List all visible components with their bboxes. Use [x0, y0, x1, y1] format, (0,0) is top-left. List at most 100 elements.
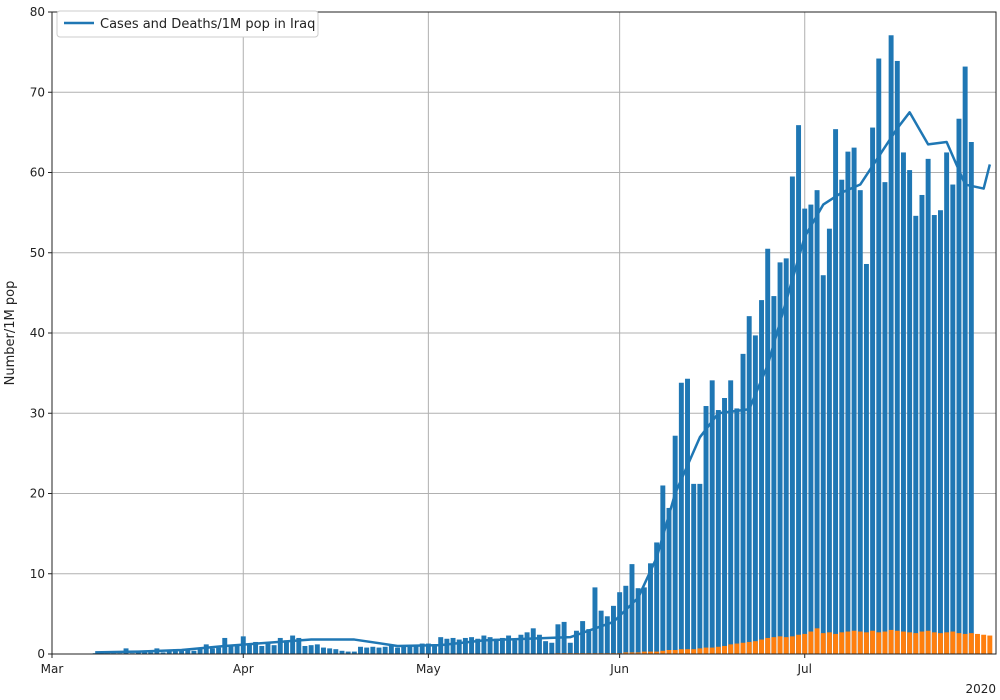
- bar-cases: [234, 644, 240, 654]
- bar-deaths: [857, 631, 863, 654]
- y-tick-label: 0: [37, 647, 45, 661]
- legend-label: Cases and Deaths/1M pop in Iraq: [100, 17, 315, 32]
- bar-cases: [604, 616, 610, 654]
- bar-cases: [345, 651, 351, 654]
- bar-deaths: [870, 630, 876, 654]
- bar-cases: [808, 204, 814, 654]
- bar-deaths: [734, 643, 740, 654]
- bar-cases: [506, 635, 512, 654]
- bar-cases: [592, 587, 598, 654]
- bar-cases: [425, 643, 431, 654]
- bar-cases: [469, 637, 475, 654]
- bar-cases: [888, 35, 894, 654]
- bar-deaths: [956, 633, 962, 654]
- bar-deaths: [919, 631, 925, 654]
- bar-cases: [685, 378, 690, 654]
- bar-cases: [814, 190, 820, 654]
- bar-cases: [746, 316, 752, 654]
- bar-deaths: [641, 651, 647, 654]
- bar-deaths: [925, 630, 931, 654]
- bar-deaths: [894, 630, 900, 654]
- bar-cases: [826, 228, 832, 654]
- bar-deaths: [623, 652, 629, 654]
- bar-cases: [191, 650, 197, 654]
- bar-cases: [358, 646, 363, 654]
- bar-cases: [691, 483, 697, 654]
- bar-cases: [611, 605, 616, 654]
- bar-cases: [148, 652, 154, 654]
- bar-deaths: [746, 641, 752, 654]
- bar-deaths: [703, 647, 709, 654]
- bar-cases: [296, 637, 302, 654]
- bar-deaths: [771, 637, 777, 654]
- bar-deaths: [987, 635, 993, 654]
- bar-deaths: [845, 631, 851, 654]
- bar-cases: [419, 643, 425, 654]
- bar-deaths: [789, 636, 795, 654]
- bar-cases: [851, 147, 857, 654]
- bar-deaths: [826, 632, 832, 654]
- bar-deaths: [913, 633, 919, 654]
- bar-deaths: [814, 628, 820, 654]
- bar-cases: [635, 588, 641, 654]
- bar-cases: [456, 639, 462, 654]
- bar-cases: [135, 652, 141, 654]
- bar-cases: [629, 564, 635, 654]
- bar-deaths: [654, 651, 660, 654]
- bar-cases: [228, 645, 234, 654]
- bar-deaths: [833, 633, 839, 654]
- bar-cases: [845, 151, 851, 654]
- bar-deaths: [802, 633, 808, 654]
- bar-cases: [185, 649, 191, 654]
- bar-cases: [321, 647, 326, 654]
- bar-cases: [931, 215, 937, 654]
- bar-cases: [395, 647, 400, 654]
- y-axis-label: Number/1M pop: [3, 281, 18, 386]
- bar-deaths: [685, 649, 690, 654]
- bar-deaths: [629, 652, 635, 654]
- x-tick-label: Jul: [796, 662, 811, 676]
- bar-cases: [703, 406, 709, 654]
- bar-deaths: [740, 642, 746, 654]
- bar-cases: [179, 650, 185, 654]
- bar-cases: [493, 638, 499, 654]
- bar-cases: [598, 610, 604, 654]
- y-tick-label: 60: [30, 166, 45, 180]
- bar-cases: [265, 643, 271, 654]
- bar-cases: [203, 644, 209, 654]
- bar-cases: [160, 652, 166, 654]
- bar-deaths: [851, 630, 857, 654]
- bar-deaths: [900, 631, 906, 654]
- bar-cases: [259, 645, 265, 654]
- bar-cases: [660, 485, 666, 654]
- bar-cases: [654, 542, 660, 654]
- bar-cases: [641, 587, 647, 654]
- line-series: [95, 111, 992, 654]
- bar-deaths: [691, 649, 697, 654]
- bar-deaths: [950, 631, 956, 654]
- bar-cases: [938, 210, 943, 654]
- bar-cases: [549, 642, 555, 654]
- bar-cases: [536, 634, 542, 654]
- legend: Cases and Deaths/1M pop in Iraq: [56, 10, 319, 38]
- bar-cases: [475, 638, 481, 654]
- bar-cases: [283, 640, 289, 654]
- bar-cases: [962, 66, 968, 654]
- bar-cases: [715, 410, 721, 654]
- bar-cases: [567, 642, 573, 654]
- y-tick-label: 10: [30, 567, 45, 581]
- bar-deaths: [907, 632, 913, 654]
- bar-deaths: [697, 648, 703, 654]
- bar-deaths: [648, 651, 653, 654]
- bar-cases: [462, 637, 468, 654]
- bar-deaths: [863, 632, 869, 654]
- bar-cases: [172, 649, 178, 654]
- bar-cases: [308, 645, 314, 654]
- bar-cases: [870, 127, 876, 654]
- bar-cases: [944, 152, 950, 654]
- bar-deaths: [672, 649, 678, 654]
- bar-cases: [617, 592, 623, 654]
- bar-cases: [863, 263, 869, 654]
- bar-cases: [765, 248, 771, 655]
